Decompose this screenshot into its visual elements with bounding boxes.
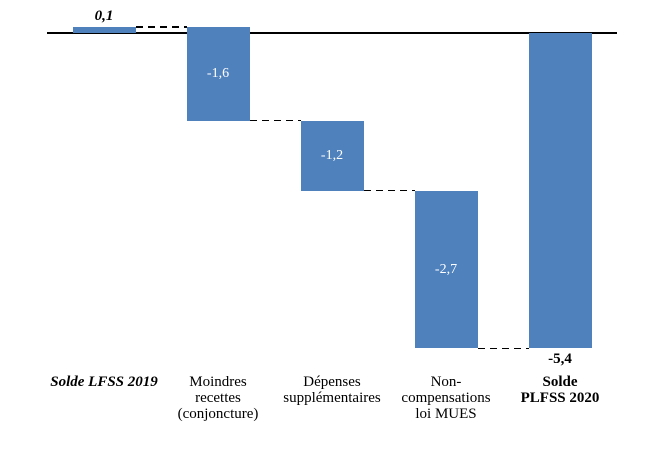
category-label-line: Dépenses bbox=[303, 374, 361, 390]
bar-2 bbox=[186, 27, 250, 121]
category-label-line: Solde LFSS 2019 bbox=[50, 374, 158, 390]
category-label-line: Non- bbox=[430, 374, 462, 390]
bar-4 bbox=[414, 190, 478, 349]
category-label-line: (conjoncture) bbox=[177, 406, 259, 422]
category-label-line: loi MUES bbox=[415, 406, 477, 422]
category-label-1: Solde LFSS 2019 bbox=[47, 374, 161, 390]
category-label-line: PLFSS 2020 bbox=[520, 390, 600, 406]
category-label-line: compensations bbox=[401, 390, 491, 406]
waterfall-connector-2 bbox=[249, 119, 301, 122]
category-label-5: Solde PLFSS 2020 bbox=[503, 374, 617, 406]
bar-5 bbox=[528, 33, 592, 349]
zero-axis-line bbox=[47, 32, 617, 34]
bar-value-label-1: 0,1 bbox=[94, 8, 114, 25]
category-label-line: Solde bbox=[542, 374, 578, 390]
waterfall-connector-3 bbox=[363, 189, 415, 192]
bar-value-label-2: -1,6 bbox=[206, 65, 230, 81]
category-label-line: recettes bbox=[195, 390, 241, 406]
bar-value-label-5: -5,4 bbox=[548, 351, 572, 368]
bar-1 bbox=[72, 27, 136, 33]
category-label-3: Dépenses supplémentaires bbox=[275, 374, 389, 406]
category-label-line: supplémentaires bbox=[283, 390, 381, 406]
category-label-line: Moindres bbox=[189, 374, 247, 390]
bar-3 bbox=[300, 120, 364, 191]
bar-value-label-4: -2,7 bbox=[434, 261, 458, 277]
bar-value-label-3: -1,2 bbox=[320, 147, 344, 163]
waterfall-connector-1 bbox=[135, 26, 187, 28]
category-label-4: Non-compensations loi MUES bbox=[389, 374, 503, 422]
waterfall-connector-4 bbox=[477, 347, 529, 350]
category-label-2: Moindres recettes (conjoncture) bbox=[161, 374, 275, 422]
